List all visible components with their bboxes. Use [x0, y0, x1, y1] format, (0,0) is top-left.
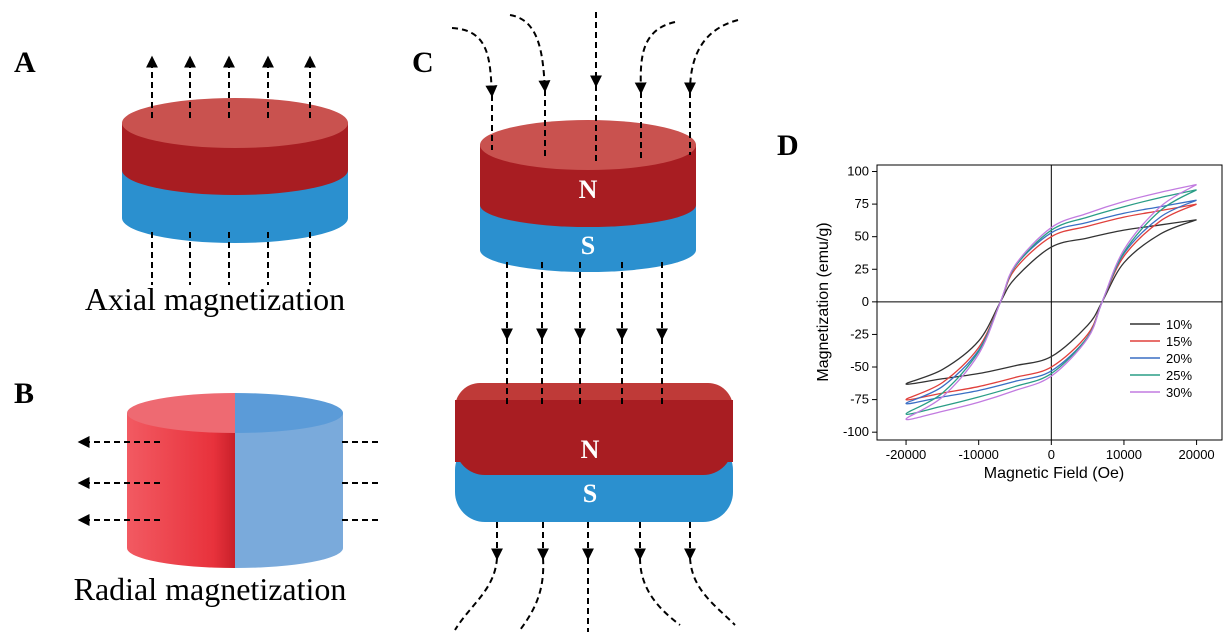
panel-label: B	[14, 377, 34, 410]
legend-label: 20%	[1166, 351, 1192, 366]
caption: Radial magnetization	[74, 571, 347, 607]
legend-label: 25%	[1166, 368, 1192, 383]
x-tick-label: 20000	[1179, 447, 1215, 462]
pole-label: S	[583, 479, 597, 508]
y-tick-label: -25	[850, 326, 869, 341]
legend-label: 15%	[1166, 334, 1192, 349]
field-arrow	[510, 15, 545, 90]
y-tick-label: 50	[855, 229, 869, 244]
caption: Axial magnetization	[85, 281, 345, 317]
y-tick-label: -100	[843, 424, 869, 439]
field-arrow	[641, 22, 675, 92]
radial-magnet	[127, 393, 343, 568]
x-tick-label: -20000	[886, 447, 926, 462]
x-axis-label: Magnetic Field (Oe)	[984, 465, 1125, 482]
x-tick-label: -10000	[958, 447, 998, 462]
figure: A Axial magnetization B Radial magnetiza…	[0, 0, 1225, 635]
y-tick-label: 100	[847, 164, 869, 179]
field-line	[455, 558, 497, 630]
legend-label: 30%	[1166, 385, 1192, 400]
y-tick-label: -75	[850, 392, 869, 407]
legend-label: 10%	[1166, 317, 1192, 332]
field-line	[690, 558, 735, 625]
y-tick-label: -50	[850, 359, 869, 374]
x-tick-label: 0	[1048, 447, 1055, 462]
y-tick-label: 75	[855, 196, 869, 211]
pole-label: S	[581, 231, 595, 260]
field-arrow	[690, 20, 738, 92]
y-axis-label: Magnetization (emu/g)	[815, 222, 832, 381]
field-arrow	[452, 28, 492, 95]
field-line	[640, 558, 680, 625]
y-tick-label: 0	[862, 294, 869, 309]
panel-label: D	[777, 129, 799, 162]
x-tick-label: 10000	[1106, 447, 1142, 462]
panel-label: C	[412, 46, 434, 79]
field-line	[520, 558, 543, 630]
y-tick-label: 25	[855, 261, 869, 276]
page: A Axial magnetization B Radial magnetiza…	[0, 0, 1225, 635]
pole-label: N	[581, 435, 600, 464]
axial-magnet	[122, 98, 348, 243]
pole-label: N	[579, 175, 598, 204]
panel-label: A	[14, 46, 36, 79]
